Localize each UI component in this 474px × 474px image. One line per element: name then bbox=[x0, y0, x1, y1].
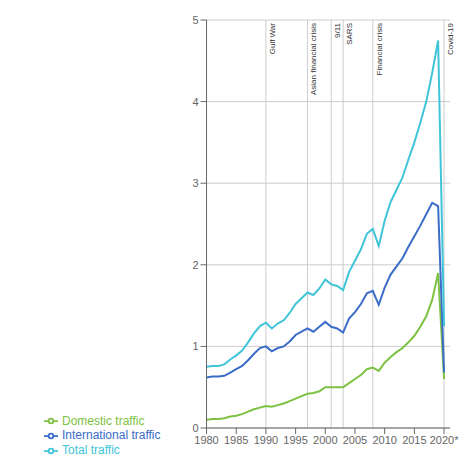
svg-text:2: 2 bbox=[192, 259, 198, 271]
html-text:Total traffic: Total traffic bbox=[62, 443, 120, 458]
svg-text:9/11: 9/11 bbox=[333, 22, 342, 38]
svg-text:Gulf War: Gulf War bbox=[268, 23, 277, 55]
svg-text:2005: 2005 bbox=[343, 434, 367, 446]
svg-text:SARS: SARS bbox=[345, 23, 354, 45]
svg-text:1990: 1990 bbox=[254, 434, 278, 446]
svg-text:1995: 1995 bbox=[283, 434, 307, 446]
svg-text:2020*: 2020* bbox=[430, 434, 459, 446]
svg-text:1980: 1980 bbox=[194, 434, 218, 446]
svg-text:2010: 2010 bbox=[372, 434, 396, 446]
svg-text:Covid-19: Covid-19 bbox=[446, 22, 455, 55]
svg-text:3: 3 bbox=[192, 177, 198, 189]
html-text:Domestic traffic: Domestic traffic bbox=[62, 413, 145, 428]
svg-text:Financial crisis: Financial crisis bbox=[375, 23, 384, 75]
svg-text:Asian financial crisis: Asian financial crisis bbox=[309, 23, 318, 95]
svg-text:4: 4 bbox=[192, 96, 198, 108]
svg-text:1985: 1985 bbox=[224, 434, 248, 446]
svg-text:1: 1 bbox=[192, 340, 198, 352]
svg-text:2000: 2000 bbox=[313, 434, 337, 446]
svg-text:5: 5 bbox=[192, 14, 198, 26]
svg-text:0: 0 bbox=[192, 422, 198, 434]
svg-text:2015: 2015 bbox=[402, 434, 426, 446]
html-text:International traffic: International traffic bbox=[62, 428, 161, 443]
